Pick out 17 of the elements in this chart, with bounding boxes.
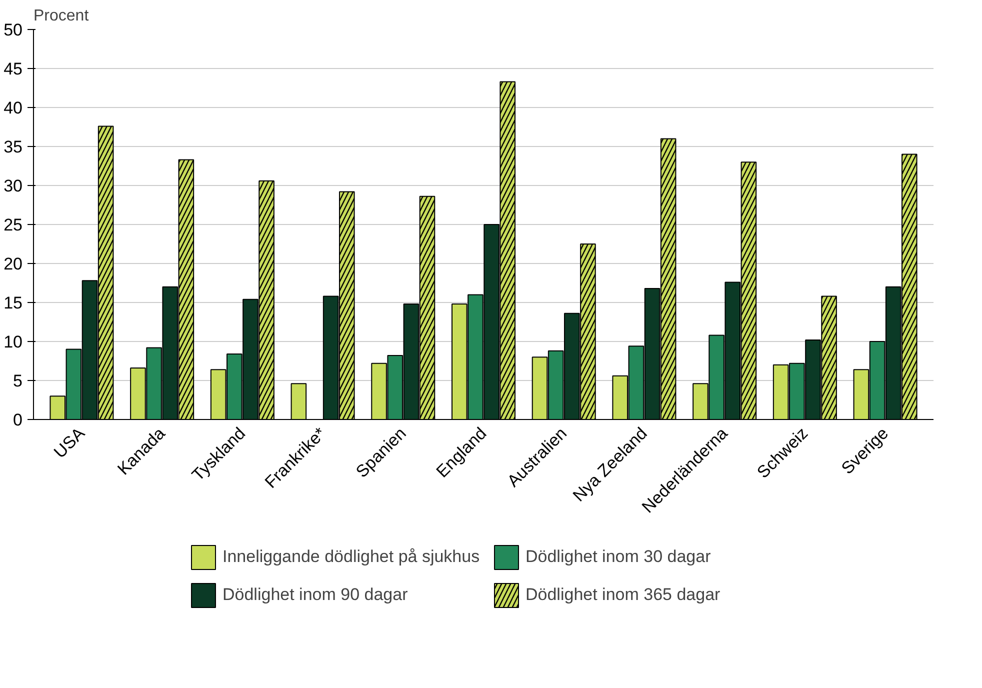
y-tick-label: 25	[4, 216, 23, 234]
legend-label: Dödlighet inom 30 dagar	[526, 546, 712, 568]
legend-label: Inneliggande dödlighet på sjukhus	[222, 546, 481, 568]
y-tick-label: 35	[4, 138, 23, 156]
y-tick-label: 5	[13, 372, 23, 390]
y-tick-label: 20	[4, 254, 23, 274]
y-tick-label: 30	[4, 176, 23, 196]
legend-label: Dödlighet inom 365 dagar	[526, 584, 722, 606]
y-tick-label: 15	[4, 294, 23, 312]
y-tick-label: 10	[4, 332, 23, 352]
legend-label: Dödlighet inom 90 dagar	[222, 584, 409, 606]
y-tick-label: 40	[4, 98, 23, 118]
x-tick-label: USA	[50, 423, 89, 462]
y-tick-label: 45	[4, 60, 23, 78]
y-tick-label: 50	[4, 20, 23, 40]
y-tick-label: 0	[13, 410, 23, 430]
y-axis-title: Procent	[34, 8, 90, 24]
